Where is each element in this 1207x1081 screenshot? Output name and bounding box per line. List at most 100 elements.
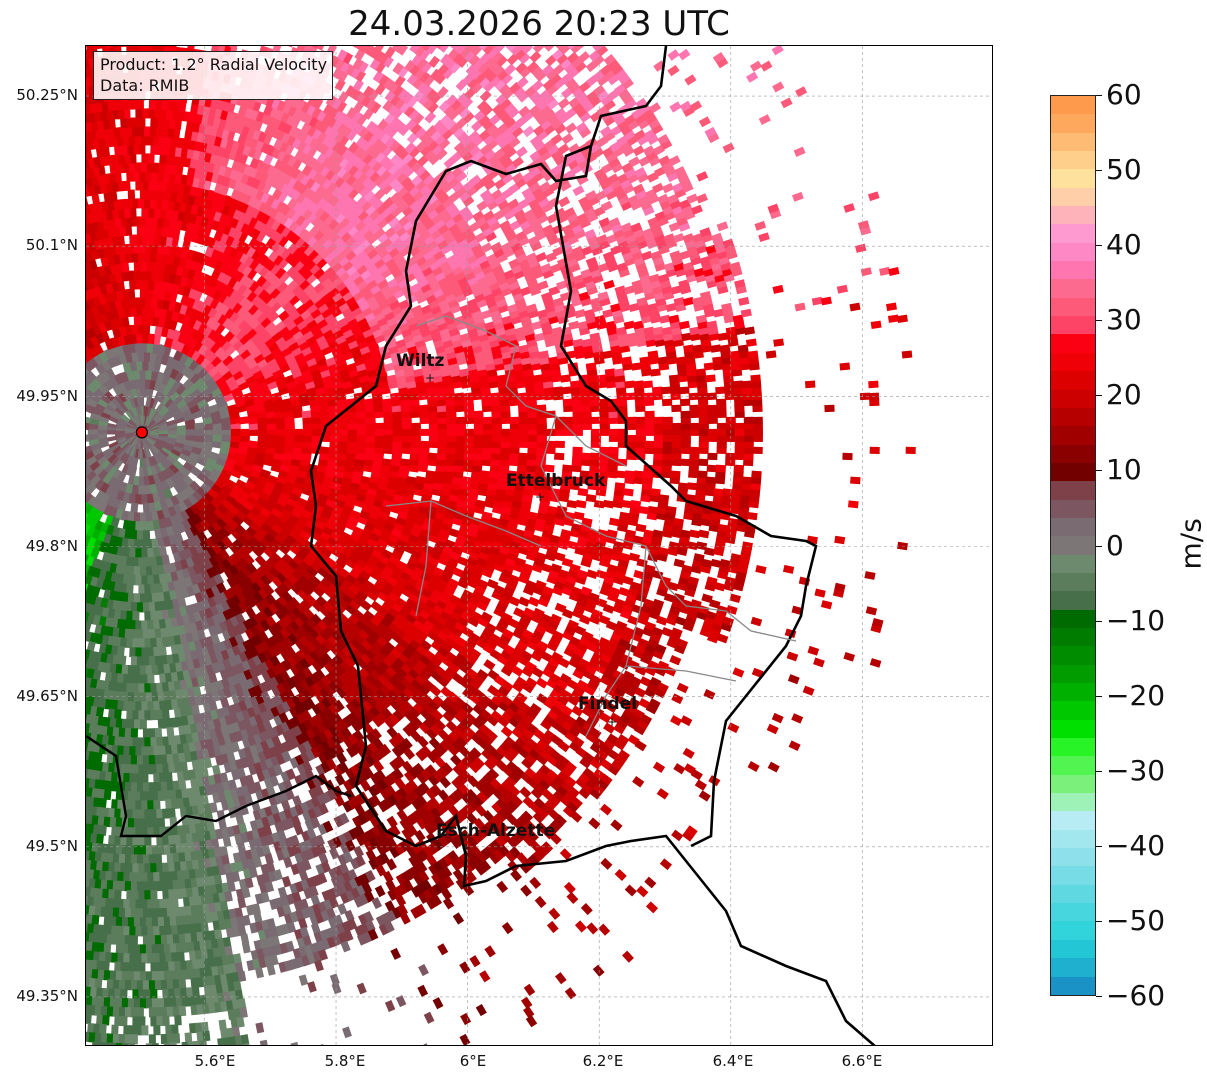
radar-gate <box>266 434 277 443</box>
radar-gate <box>175 398 188 409</box>
radar-gate <box>160 459 171 471</box>
radar-gate <box>141 333 149 344</box>
radar-gate <box>151 343 160 354</box>
radar-gate <box>154 325 163 337</box>
radar-gate <box>110 516 120 529</box>
radar-gate <box>86 364 90 377</box>
radar-gate <box>173 532 184 544</box>
radar-gate <box>133 475 141 487</box>
radar-gate <box>93 451 106 463</box>
radar-gate <box>509 428 520 436</box>
radar-gate <box>155 402 165 413</box>
radar-gate <box>134 405 141 417</box>
radar-gate <box>136 530 144 541</box>
radar-gate <box>121 390 131 402</box>
radar-gate <box>141 207 149 218</box>
radar-gate <box>126 171 134 182</box>
radar-gate <box>86 491 94 505</box>
radar-gate <box>88 335 100 348</box>
radar-gate <box>113 459 124 471</box>
radar-gate <box>157 381 167 394</box>
radar-gate <box>100 493 112 506</box>
radar-gate <box>147 674 155 685</box>
radar-gate <box>150 464 159 476</box>
radar-gate <box>139 512 147 523</box>
radar-gate <box>163 456 174 468</box>
radar-gate <box>136 225 144 236</box>
radar-gate <box>383 434 394 443</box>
radar-gate <box>112 468 123 481</box>
radar-gate <box>135 494 143 505</box>
radar-gate <box>180 407 193 418</box>
radar-gate <box>86 329 92 342</box>
radar-gate <box>86 514 95 527</box>
radar-gate <box>170 447 183 458</box>
radar-gate <box>165 772 173 783</box>
radar-gate <box>139 719 147 730</box>
radar-gate <box>106 435 117 442</box>
radar-gate <box>119 440 130 450</box>
radar-gate <box>86 326 97 339</box>
radar-gate <box>161 445 173 456</box>
radar-gate <box>178 451 191 462</box>
radar-gate <box>86 422 90 431</box>
radar-gate <box>120 413 131 423</box>
radar-gate <box>212 428 223 436</box>
radar-gate <box>117 439 129 448</box>
radar-gate <box>194 428 205 436</box>
radar-gate <box>122 453 131 465</box>
radar-map[interactable] <box>85 45 993 1046</box>
radar-gate <box>446 428 457 436</box>
radar-gate <box>135 306 143 317</box>
radar-gate <box>110 488 121 500</box>
radar-gate <box>194 521 207 534</box>
radar-gate <box>152 411 162 421</box>
radar-gate <box>153 799 161 811</box>
radar-gate <box>130 529 139 541</box>
radar-gate <box>172 444 185 454</box>
radar-gate <box>156 419 168 427</box>
radar-gate <box>248 422 259 431</box>
radar-gate <box>230 385 243 397</box>
radar-gate <box>129 306 137 317</box>
radar-gate <box>141 306 149 317</box>
radar-gate <box>145 315 154 326</box>
radar-gate <box>91 323 102 336</box>
radar-gate <box>188 450 201 462</box>
radar-gate <box>93 402 106 414</box>
radar-gate <box>96 398 109 410</box>
radar-gate <box>152 306 162 318</box>
radar-gate <box>482 434 493 442</box>
radar-gate <box>213 462 226 473</box>
radar-gate <box>139 288 147 299</box>
radar-gate <box>174 440 186 449</box>
radar-gate <box>230 422 241 431</box>
radar-map-canvas <box>86 46 992 1045</box>
radar-gate <box>97 350 109 363</box>
radar-gate <box>113 709 122 720</box>
radar-gate <box>347 434 358 443</box>
radar-gate <box>224 478 237 490</box>
radar-gate <box>153 453 162 465</box>
radar-gate <box>86 338 95 351</box>
radar-gate <box>116 646 125 657</box>
radar-gate <box>284 428 295 436</box>
radar-gate <box>220 440 232 449</box>
radar-gate <box>154 727 163 739</box>
radar-gate <box>91 528 102 541</box>
radar-gate <box>220 467 233 479</box>
radar-gate <box>437 428 448 436</box>
radar-gate <box>237 446 249 455</box>
radar-gate <box>155 417 167 426</box>
radar-gate <box>184 527 196 540</box>
radar-gate <box>168 367 180 380</box>
radar-gate <box>114 430 125 435</box>
radar-gate <box>247 380 260 391</box>
radar-gate <box>157 404 168 415</box>
radar-gate <box>242 391 255 402</box>
radar-gate <box>155 452 165 463</box>
radar-gate <box>235 374 248 386</box>
radar-gate <box>175 361 187 374</box>
radar-gate <box>113 406 125 417</box>
radar-gate <box>473 410 484 419</box>
